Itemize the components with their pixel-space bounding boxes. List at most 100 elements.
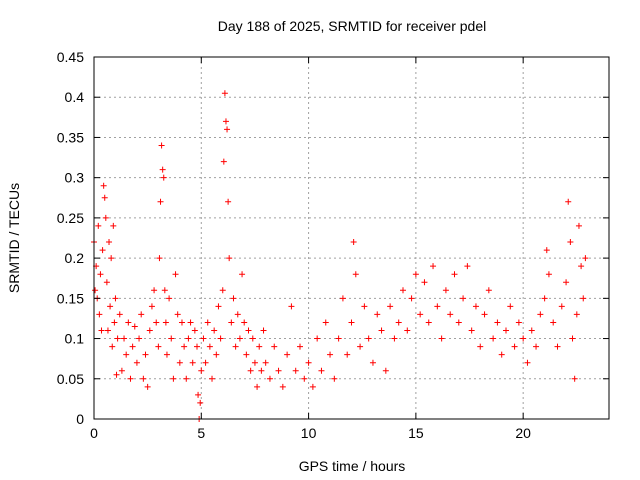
data-point — [195, 391, 202, 398]
data-point — [318, 367, 325, 374]
data-point — [230, 295, 237, 302]
data-point — [241, 319, 248, 326]
data-point — [350, 239, 357, 246]
data-point — [161, 287, 168, 294]
y-tick-label: 0.05 — [57, 371, 84, 387]
data-point — [524, 359, 531, 366]
y-tick-label: 0 — [76, 411, 84, 427]
data-point — [172, 271, 179, 278]
data-point — [232, 343, 239, 350]
data-point — [569, 335, 576, 342]
data-point — [541, 295, 548, 302]
data-point — [258, 367, 265, 374]
data-point — [103, 279, 110, 286]
data-point — [357, 343, 364, 350]
data-point — [477, 343, 484, 350]
data-point — [102, 214, 109, 221]
data-point — [245, 327, 252, 334]
data-point — [98, 327, 105, 334]
data-point — [404, 327, 411, 334]
data-point — [425, 319, 432, 326]
data-point — [374, 311, 381, 318]
data-point — [198, 367, 205, 374]
y-tick-label: 0.25 — [57, 210, 84, 226]
data-point — [288, 303, 295, 310]
y-tick-label: 0.1 — [65, 331, 85, 347]
data-point — [170, 375, 177, 382]
data-point — [369, 359, 376, 366]
data-point — [262, 359, 269, 366]
data-point — [108, 255, 115, 262]
data-point — [430, 263, 437, 270]
data-point — [464, 263, 471, 270]
data-point — [582, 255, 589, 262]
data-point — [256, 343, 263, 350]
data-point — [275, 367, 282, 374]
data-point — [387, 303, 394, 310]
data-point — [100, 182, 107, 189]
data-point — [498, 351, 505, 358]
data-point — [226, 255, 233, 262]
data-point — [106, 239, 113, 246]
data-point — [113, 371, 120, 378]
data-point — [573, 311, 580, 318]
data-point — [339, 295, 346, 302]
data-points — [91, 90, 589, 422]
data-point — [361, 303, 368, 310]
data-point — [554, 343, 561, 350]
data-point — [123, 351, 130, 358]
data-point — [520, 335, 527, 342]
data-point — [118, 367, 125, 374]
data-point — [181, 343, 188, 350]
data-point — [142, 351, 149, 358]
data-point — [221, 90, 228, 97]
data-point — [234, 311, 241, 318]
data-point — [494, 319, 501, 326]
data-point — [125, 319, 132, 326]
data-point — [206, 343, 213, 350]
data-point — [239, 271, 246, 278]
data-point — [127, 375, 134, 382]
y-axis-label: SRMTID / TECUs — [6, 183, 22, 293]
data-point — [284, 351, 291, 358]
data-point — [153, 319, 160, 326]
data-point — [507, 303, 514, 310]
data-point — [225, 198, 232, 205]
data-point — [129, 343, 136, 350]
data-point — [131, 323, 138, 330]
data-point — [327, 351, 334, 358]
data-point — [408, 295, 415, 302]
data-point — [563, 279, 570, 286]
data-point — [481, 311, 488, 318]
data-point — [110, 222, 117, 229]
data-point — [400, 287, 406, 294]
data-point — [185, 335, 192, 342]
data-point — [151, 287, 158, 294]
data-point — [395, 319, 402, 326]
data-point — [260, 327, 267, 334]
data-point — [451, 271, 458, 278]
data-point — [220, 158, 227, 165]
data-point — [305, 359, 312, 366]
data-point — [168, 335, 175, 342]
y-tick-label: 0.15 — [57, 290, 84, 306]
data-point — [447, 311, 454, 318]
data-point — [121, 335, 128, 342]
data-point — [140, 375, 147, 382]
x-tick-labels: 0 5 10 15 20 — [90, 425, 531, 441]
data-point — [162, 319, 169, 326]
data-point — [417, 311, 424, 318]
data-point — [314, 335, 321, 342]
x-tick-label: 0 — [90, 425, 98, 441]
data-point — [391, 335, 398, 342]
data-point — [322, 319, 329, 326]
data-point — [157, 198, 164, 205]
data-point — [511, 343, 518, 350]
data-point — [99, 247, 106, 254]
x-tick-label: 15 — [408, 425, 424, 441]
data-point — [543, 247, 550, 254]
data-point — [222, 118, 229, 125]
data-point — [217, 335, 224, 342]
data-point — [148, 303, 155, 310]
